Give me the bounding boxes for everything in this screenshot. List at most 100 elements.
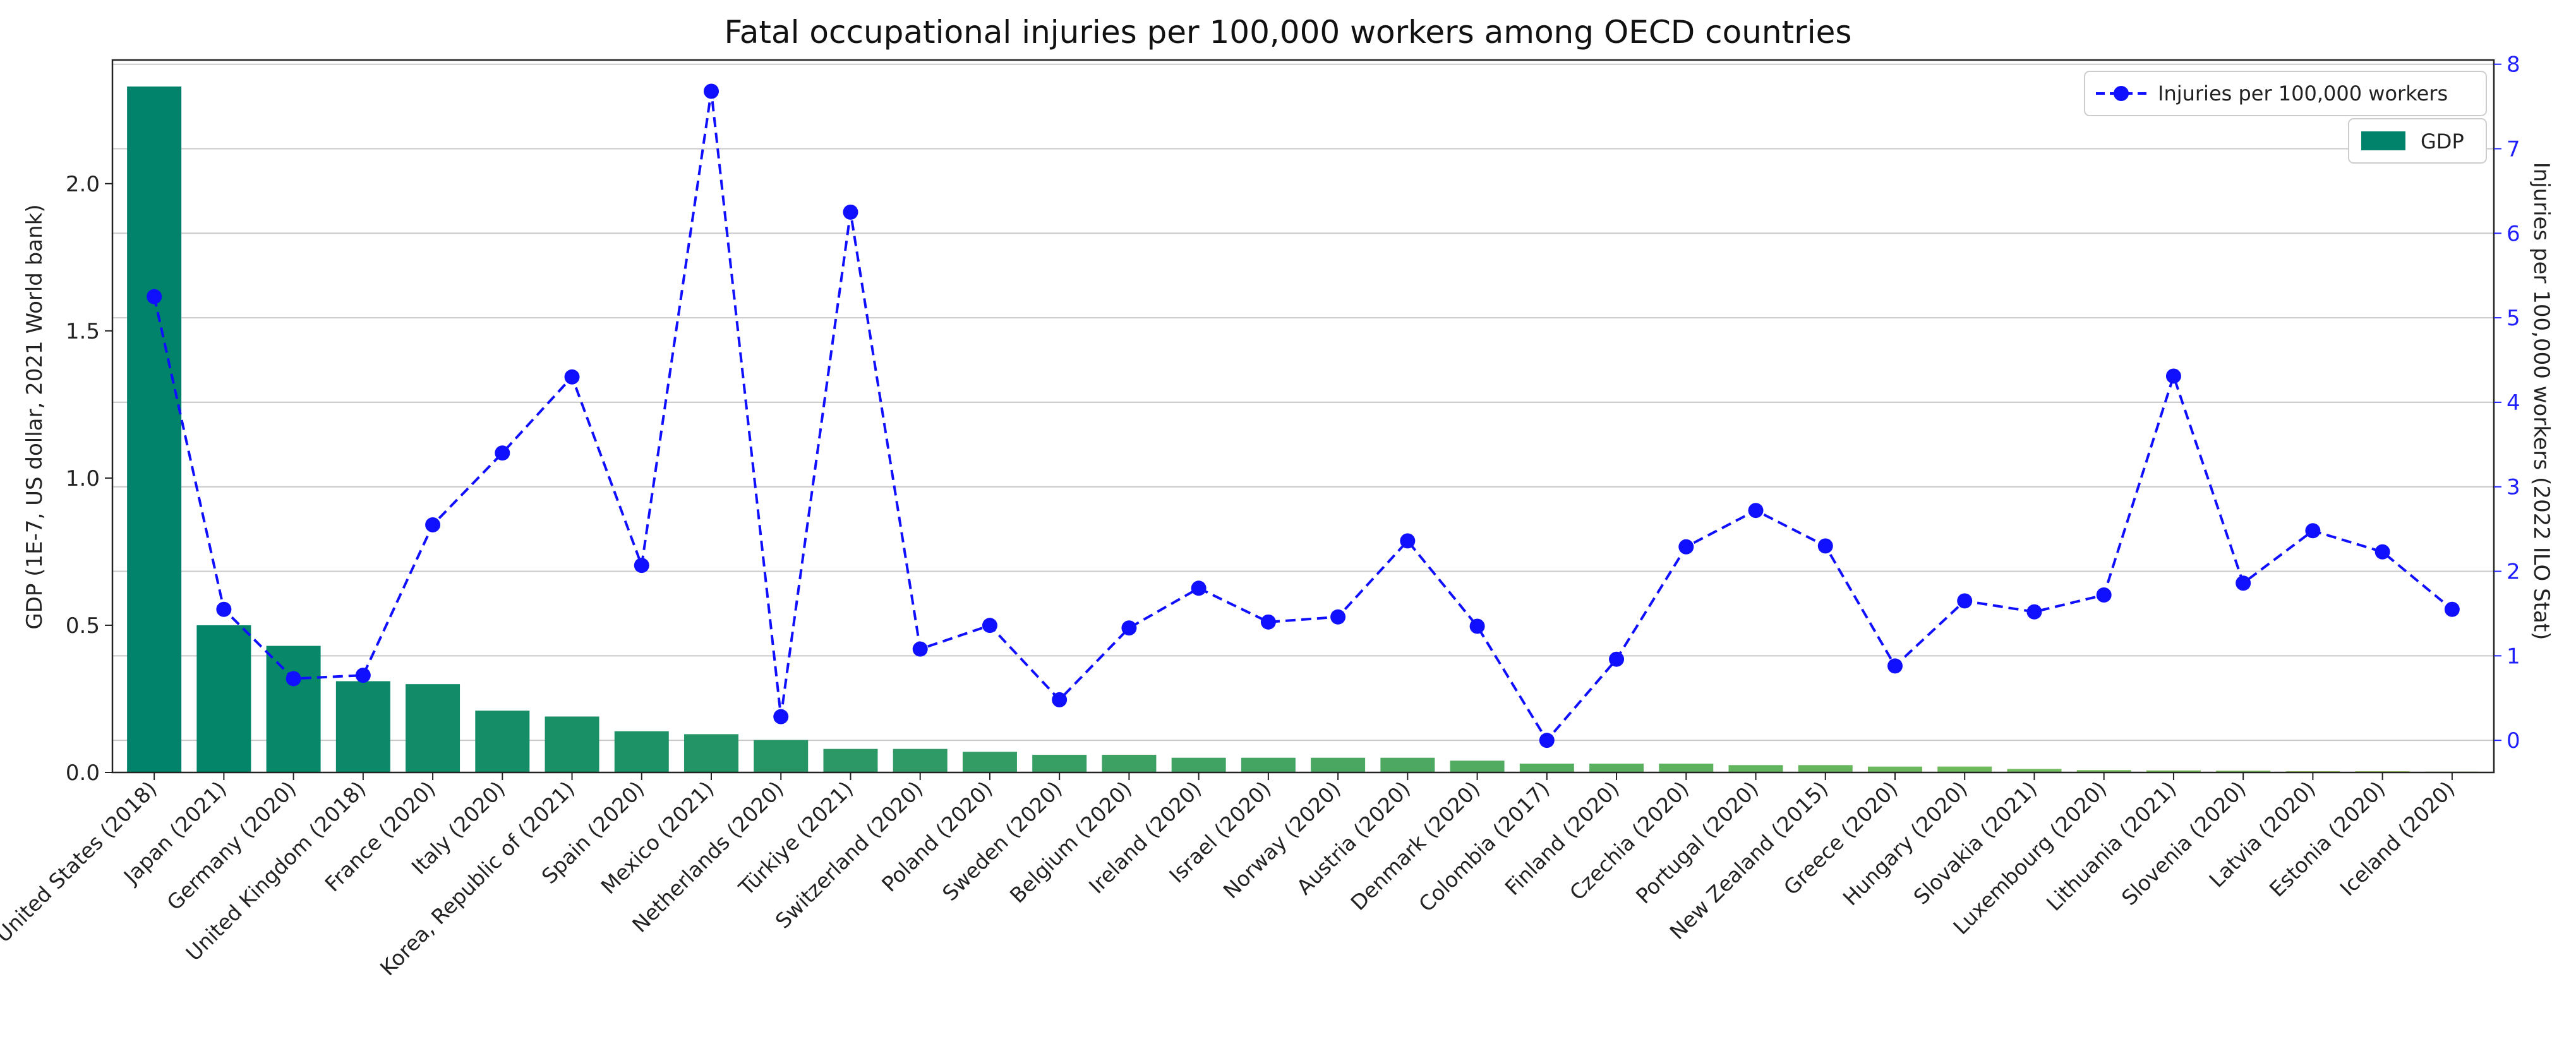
injury-point-6 (564, 369, 580, 385)
x-tick-label-17: Norway (2020) (1219, 776, 1345, 903)
y-tick-label-2: 1.0 (66, 466, 100, 491)
bar-25 (1867, 766, 1922, 772)
bar-18 (1380, 757, 1435, 772)
injury-point-10 (843, 204, 858, 220)
injury-point-27 (2026, 604, 2042, 620)
injury-point-11 (912, 641, 928, 657)
bar-9 (754, 740, 809, 772)
y2-tick-label-6: 6 (2507, 221, 2520, 246)
legend-label-gdp: GDP (2421, 129, 2464, 153)
bar-6 (545, 716, 599, 772)
injuries-line (153, 91, 2453, 743)
y2-tick-label-4: 4 (2507, 390, 2520, 416)
x-tick-label-2: Germany (2020) (162, 776, 301, 915)
bar-7 (614, 731, 669, 772)
y2-tick-label-1: 1 (2507, 644, 2520, 669)
bar-11 (893, 748, 948, 772)
injury-point-21 (1609, 651, 1625, 667)
bar-2 (266, 646, 321, 772)
injury-point-24 (1817, 538, 1833, 554)
injury-point-2 (286, 671, 301, 687)
y2-tick-label-8: 8 (2507, 52, 2520, 78)
bar-28 (2076, 770, 2131, 772)
plot-frame (111, 59, 2495, 774)
bar-4 (406, 684, 460, 772)
bar-20 (1519, 764, 1574, 772)
bar-8 (684, 734, 739, 772)
injury-point-19 (1469, 618, 1485, 634)
bar-30 (2216, 771, 2271, 772)
bar-22 (1659, 764, 1714, 772)
injury-point-0 (147, 289, 162, 304)
injury-point-33 (2444, 601, 2460, 617)
y-tick-label-0: 0.0 (66, 760, 100, 786)
injury-point-30 (2236, 575, 2251, 591)
x-tick-label-30: Slovenia (2020) (2117, 776, 2251, 910)
x-tick-label-26: Hungary (2020) (1838, 776, 1972, 910)
injury-point-13 (1052, 692, 1068, 707)
bar-17 (1311, 757, 1366, 772)
bar-1 (196, 625, 251, 772)
injury-point-12 (982, 618, 997, 634)
y2-tick-label-0: 0 (2507, 728, 2520, 754)
y-tick-label-4: 2.0 (66, 172, 100, 197)
injury-point-14 (1121, 620, 1137, 636)
bar-13 (1032, 755, 1087, 772)
injury-point-31 (2305, 523, 2321, 539)
bar-layer (127, 86, 2479, 772)
y2-tick-label-3: 3 (2507, 475, 2520, 500)
x-tick-label-19: Denmark (2020) (1345, 776, 1484, 915)
y-tick-label-3: 1.5 (66, 319, 100, 344)
injury-point-17 (1330, 609, 1346, 625)
injury-point-5 (495, 445, 510, 461)
injury-point-1 (216, 601, 232, 617)
injury-point-16 (1260, 614, 1276, 630)
bar-5 (475, 711, 530, 772)
legend-line-box (2084, 71, 2487, 116)
bar-14 (1102, 755, 1157, 772)
bar-3 (335, 681, 390, 772)
injury-point-22 (1678, 539, 1694, 555)
chart-title: Fatal occupational injuries per 100,000 … (725, 14, 1852, 51)
y2-tick-label-2: 2 (2507, 560, 2520, 585)
legend: Injuries per 100,000 workers GDP (2084, 71, 2487, 164)
injury-point-28 (2096, 587, 2112, 603)
y-tick-label-1: 0.5 (66, 613, 100, 639)
injury-point-29 (2165, 368, 2181, 384)
x-tick-label-27: Slovakia (2021) (1909, 776, 2042, 910)
x-tick-label-13: Sweden (2020) (937, 776, 1067, 906)
x-tick-label-20: Colombia (2017) (1414, 776, 1554, 916)
bar-10 (823, 748, 878, 772)
injury-point-26 (1957, 593, 1973, 609)
bar-19 (1450, 760, 1505, 772)
legend-label-injuries: Injuries per 100,000 workers (2158, 81, 2448, 105)
legend-bar-box (2348, 118, 2487, 164)
bar-15 (1171, 757, 1226, 772)
bar-24 (1798, 765, 1853, 772)
bar-12 (962, 752, 1017, 772)
x-tick-label-22: Czechia (2020) (1565, 776, 1694, 905)
legend-bar-swatch (2361, 131, 2405, 150)
y2-tick-label-7: 7 (2507, 136, 2520, 162)
legend-line-marker (2114, 86, 2129, 101)
bar-27 (2007, 769, 2062, 772)
injury-point-15 (1191, 580, 1207, 596)
bar-0 (127, 86, 182, 772)
injury-point-18 (1400, 533, 1416, 549)
line-layer (147, 83, 2460, 748)
injury-point-32 (2374, 544, 2390, 560)
injury-point-23 (1748, 503, 1764, 519)
x-tick-label-23: Portugal (2020) (1631, 776, 1763, 908)
injury-point-25 (1887, 658, 1903, 674)
injury-point-9 (773, 709, 789, 724)
x-tick-label-29: Lithuania (2021) (2042, 776, 2181, 916)
bar-16 (1241, 757, 1296, 772)
injury-point-3 (355, 668, 371, 683)
y2-tick-label-5: 5 (2507, 306, 2520, 331)
bar-26 (1937, 766, 1992, 772)
y2-axis-title: Injuries per 100,000 workers (2022 ILO S… (2529, 162, 2554, 640)
bar-21 (1589, 764, 1644, 772)
